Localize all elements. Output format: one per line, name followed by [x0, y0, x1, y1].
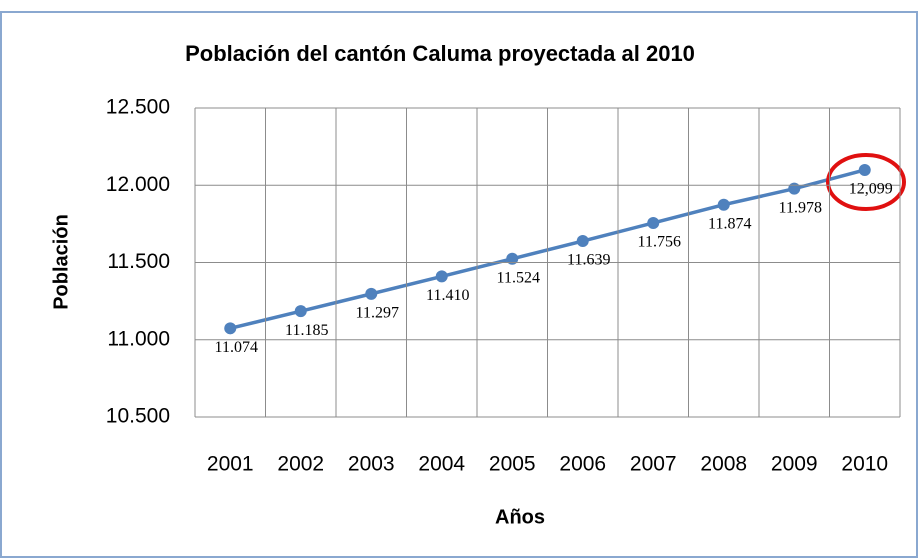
- data-label: 12,099: [849, 181, 893, 198]
- y-tick-label: 12.000: [106, 173, 170, 196]
- data-label: 11.874: [708, 215, 751, 232]
- x-axis-title: Años: [495, 506, 545, 528]
- data-point: [365, 287, 378, 300]
- x-tick-label: 2006: [559, 453, 606, 476]
- data-label: 11.297: [356, 305, 399, 322]
- y-axis-title: Población: [50, 214, 72, 310]
- data-point: [858, 163, 871, 176]
- data-point: [435, 270, 448, 283]
- data-label: 11.756: [638, 234, 681, 251]
- x-tick-label: 2010: [841, 453, 888, 476]
- x-tick-label: 2005: [489, 453, 536, 476]
- chart-title: Población del cantón Caluma proyectada a…: [185, 41, 695, 66]
- data-point: [294, 305, 307, 318]
- x-tick-label: 2008: [700, 453, 747, 476]
- chart-frame: [0, 11, 918, 558]
- data-label: 11.074: [215, 339, 258, 356]
- data-label: 11.185: [285, 322, 328, 339]
- x-tick-label: 2007: [630, 453, 677, 476]
- data-point: [224, 322, 237, 335]
- x-tick-label: 2002: [277, 453, 324, 476]
- y-tick-label: 11.000: [107, 327, 170, 350]
- x-tick-label: 2004: [418, 453, 465, 476]
- x-tick-label: 2001: [207, 453, 254, 476]
- data-label: 11.978: [779, 199, 822, 216]
- x-tick-label: 2003: [348, 453, 395, 476]
- data-label: 11.410: [426, 287, 469, 304]
- data-point: [717, 198, 730, 211]
- y-tick-label: 11.500: [107, 250, 170, 273]
- data-point: [506, 252, 519, 265]
- data-point: [788, 182, 801, 195]
- x-tick-label: 2009: [771, 453, 818, 476]
- y-tick-label: 12.500: [106, 96, 170, 119]
- y-tick-label: 10.500: [106, 405, 170, 428]
- data-label: 11.524: [497, 269, 540, 286]
- highlight-circle: [826, 153, 906, 211]
- data-point: [576, 235, 589, 248]
- data-label: 11.639: [567, 252, 610, 269]
- data-point: [647, 216, 660, 229]
